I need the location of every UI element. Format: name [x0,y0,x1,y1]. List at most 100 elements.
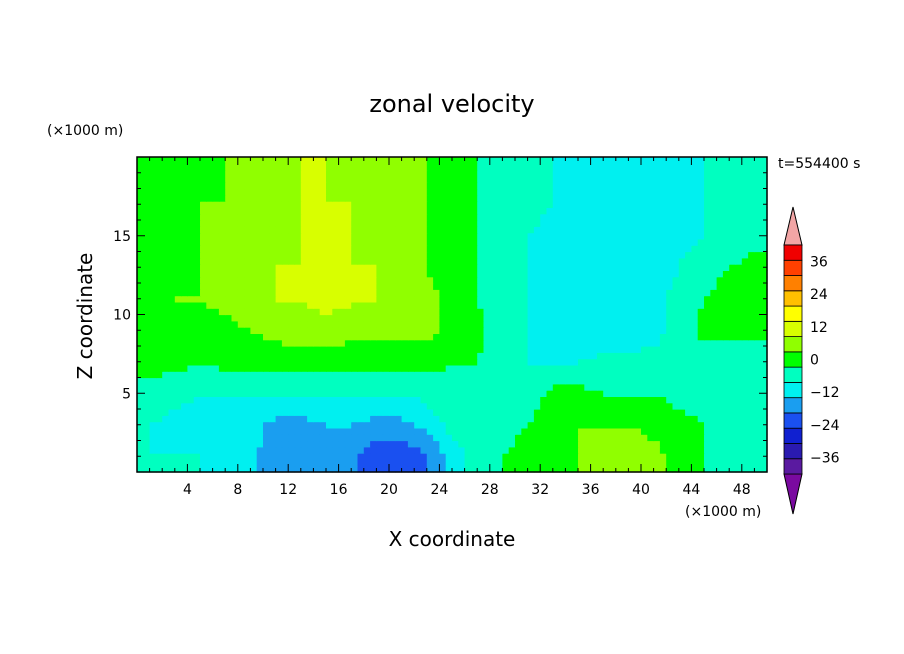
heatmap-cell [458,409,466,416]
heatmap-cell [338,220,346,227]
heatmap-cell [263,194,270,202]
heatmap-cell [445,251,453,259]
heatmap-cell [357,169,365,177]
heatmap-cell [307,371,314,379]
heatmap-cell [527,157,535,164]
heatmap-cell [641,333,648,341]
heatmap-cell [231,182,239,190]
heatmap-cell [659,383,667,391]
heatmap-cell [281,226,289,234]
heatmap-cell [433,157,440,164]
heatmap-cell [439,301,447,309]
heatmap-cell [225,194,233,202]
heatmap-cell [704,371,711,379]
heatmap-cell [445,226,453,234]
heatmap-cell [622,327,629,334]
heatmap-cell [256,415,264,423]
heatmap-cell [596,346,604,353]
heatmap-cell [540,427,548,435]
heatmap-cell [609,320,617,328]
heatmap-cell [496,453,503,460]
heatmap-cell [571,415,579,423]
heatmap-cell [722,232,730,240]
heatmap-cell [433,188,440,196]
heatmap-cell [401,352,409,360]
heatmap-cell [407,383,415,391]
heatmap-cell [483,446,491,454]
heatmap-cell [704,333,711,341]
heatmap-cell [603,182,611,190]
heatmap-cell [174,226,182,234]
heatmap-cell [433,396,440,404]
heatmap-cell [470,201,478,208]
heatmap-cell [659,434,667,442]
heatmap-cell [137,182,144,190]
heatmap-cell [250,289,258,297]
heatmap-cell [281,371,289,379]
heatmap-cell [609,188,617,196]
heatmap-cell [464,383,472,391]
heatmap-cell [231,207,239,215]
heatmap-cell [489,188,497,196]
heatmap-cell [641,352,648,360]
heatmap-cell [653,251,661,259]
heatmap-cell [275,257,283,265]
heatmap-cell [414,270,422,278]
heatmap-cell [332,226,340,234]
heatmap-cell [716,396,724,404]
heatmap-cell [565,301,573,309]
heatmap-cell [376,383,384,391]
heatmap-cell [263,169,270,177]
heatmap-cell [137,402,144,410]
heatmap-cell [622,434,629,442]
heatmap-cell [275,333,283,341]
heatmap-cell [540,371,548,379]
heatmap-cell [508,264,516,271]
heatmap-cell [313,213,321,221]
heatmap-cell [565,276,573,284]
heatmap-cell [527,396,535,404]
heatmap-cell [401,188,409,196]
heatmap-cell [515,308,522,316]
heatmap-cell [439,465,447,473]
heatmap-cell [319,251,327,259]
heatmap-cell [256,213,264,221]
heatmap-cell [370,270,377,278]
heatmap-cell [678,371,686,379]
heatmap-cell [363,194,371,202]
heatmap-cell [300,270,308,278]
heatmap-cell [313,270,321,278]
heatmap-cell [741,352,749,360]
heatmap-cell [332,446,340,454]
heatmap-cell [748,226,755,234]
heatmap-cell [250,213,258,221]
heatmap-cell [370,333,377,341]
heatmap-cell [225,427,233,435]
heatmap-cell [376,238,384,246]
heatmap-cell [193,459,201,467]
heatmap-cell [326,238,333,246]
heatmap-cell [300,232,308,240]
heatmap-cell [508,364,516,372]
heatmap-cell [174,352,182,360]
heatmap-cell [515,320,522,328]
heatmap-cell [458,327,466,334]
heatmap-cell [546,333,554,341]
heatmap-cell [647,314,655,322]
heatmap-cell [137,459,144,467]
heatmap-cell [596,257,604,265]
heatmap-cell [407,333,415,341]
heatmap-cell [426,409,434,416]
heatmap-cell [628,163,636,171]
heatmap-cell [263,232,270,240]
heatmap-cell [143,213,151,221]
heatmap-cell [256,163,264,171]
heatmap-cell [269,201,277,208]
heatmap-cell [288,339,296,347]
heatmap-cell [470,264,478,271]
heatmap-cell [565,308,573,316]
heatmap-cell [181,434,188,442]
heatmap-cell [691,257,699,265]
heatmap-cell [622,364,629,372]
heatmap-cell [659,188,667,196]
